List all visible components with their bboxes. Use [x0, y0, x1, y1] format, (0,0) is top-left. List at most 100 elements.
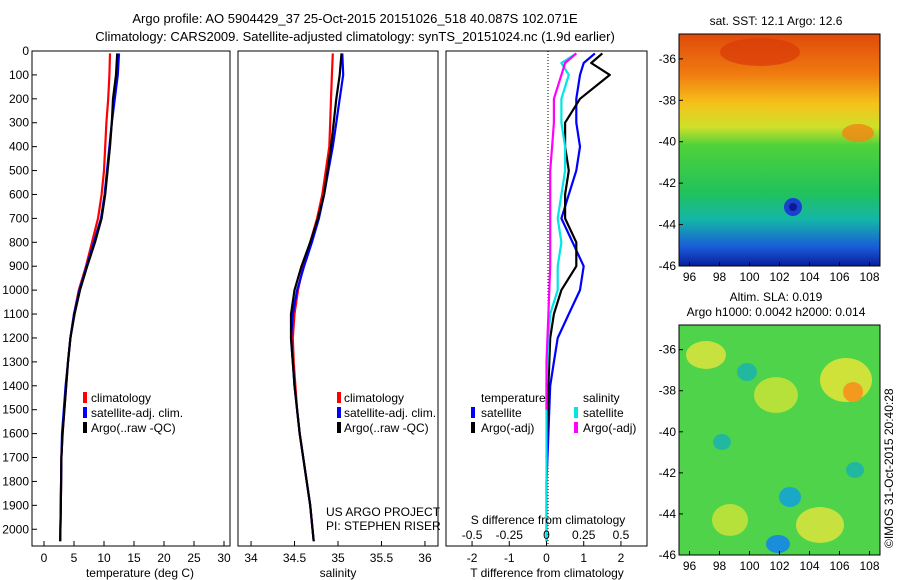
credit-project: US ARGO PROJECT — [326, 505, 441, 519]
y-tick-label: 1000 — [2, 283, 29, 297]
y-tick-label: 700 — [9, 211, 29, 225]
sst-warm-patch — [720, 38, 800, 66]
lon-tick-label: 100 — [739, 270, 759, 284]
sst-orange-patch — [842, 124, 874, 142]
lon-tick-label: 98 — [713, 270, 727, 284]
depth-y-ticks: 0 100 200 300 400 500 600 700 800 900 1000 1100 1200… — [2, 44, 37, 536]
difference-legend: temperature salinity satellite Argo(-adj… — [471, 391, 636, 435]
sst-map-title: sat. SST: 12.1 Argo: 12.6 — [710, 14, 843, 28]
legend-label-climatology: climatology — [91, 391, 151, 405]
x-tick-label: 34.5 — [283, 551, 307, 565]
y-tick-label: 0 — [22, 44, 29, 58]
legend-swatch-s-satellite — [574, 407, 578, 418]
sla-lat-ticks: -36 -38 -40 -42 -44 -46 — [659, 343, 683, 562]
x-tick-label: 35 — [331, 551, 345, 565]
salinity-x-label: salinity — [320, 566, 357, 580]
sst-field — [679, 34, 880, 266]
legend-label-satellite-adj: satellite-adj. clim. — [344, 406, 436, 420]
y-tick-label: 300 — [9, 116, 29, 130]
x-tick-label: 35.5 — [370, 551, 394, 565]
y-tick-label: 500 — [9, 164, 29, 178]
header-line-2: Climatology: CARS2009. Satellite-adjuste… — [95, 29, 615, 44]
s-tick-label: -0.5 — [462, 528, 483, 542]
lon-tick-label: 106 — [829, 270, 849, 284]
y-tick-label: 2000 — [2, 522, 29, 536]
temperature-x-label: temperature (deg C) — [86, 566, 194, 580]
x-tick-label: 0 — [543, 551, 550, 565]
sst-heatmap — [679, 34, 880, 266]
legend-label-argo: Argo(..raw -QC) — [91, 421, 176, 435]
lon-tick-label: 104 — [799, 559, 819, 573]
legend-label-satellite-adj: satellite-adj. clim. — [91, 406, 183, 420]
lat-tick-label: -36 — [659, 343, 677, 357]
sla-low-anomaly — [737, 363, 757, 381]
sla-low-anomaly — [713, 434, 731, 450]
sla-map-subtitle: Argo h1000: 0.0042 h2000: 0.014 — [687, 305, 866, 319]
y-tick-label: 1500 — [2, 403, 29, 417]
y-tick-label: 1300 — [2, 355, 29, 369]
lon-tick-label: 108 — [859, 270, 879, 284]
legend-swatch-argo — [337, 422, 341, 433]
legend-label-t-satellite: satellite — [481, 406, 522, 420]
sla-low-anomaly — [779, 487, 801, 507]
y-tick-label: 800 — [9, 235, 29, 249]
sst-cold-eddy-core — [789, 203, 797, 211]
sla-yellow-patch — [712, 504, 748, 536]
profile-series-line — [291, 53, 334, 542]
x-tick-label: 30 — [217, 551, 231, 565]
sla-yellow-patch — [754, 377, 798, 413]
temperature-x-ticks: 0 5 10 15 20 25 30 — [41, 541, 231, 565]
sla-low-anomaly — [846, 462, 864, 478]
y-tick-label: 1100 — [3, 307, 29, 321]
y-tick-label: 1700 — [2, 451, 29, 465]
legend-swatch-s-argo — [574, 422, 578, 433]
legend-title-temperature: temperature — [481, 391, 546, 405]
x-tick-label: 0 — [41, 551, 48, 565]
lat-tick-label: -40 — [659, 425, 677, 439]
lon-tick-label: 96 — [683, 559, 697, 573]
x-tick-label: 2 — [618, 551, 625, 565]
legend-swatch-argo — [83, 422, 87, 433]
lon-tick-label: 102 — [769, 270, 789, 284]
sla-heatmap — [679, 325, 880, 555]
s-tick-label: 0.5 — [613, 528, 630, 542]
y-tick-label: 1600 — [2, 427, 29, 441]
legend-swatch-satellite-adj — [83, 407, 87, 418]
s-difference-label: S difference from climatology — [471, 513, 626, 527]
sst-map-panel: sat. SST: 12.1 Argo: 12.6 96 98 100 102 104 1… — [659, 14, 881, 284]
imos-timestamp: ©IMOS 31-Oct-2015 20:40:28 — [882, 388, 896, 548]
sla-map-title: Altim. SLA: 0.019 — [730, 290, 823, 304]
lon-tick-label: 104 — [799, 270, 819, 284]
t-difference-x-ticks: -2 -1 0 1 2 — [467, 541, 625, 565]
x-tick-label: 15 — [127, 551, 141, 565]
y-tick-label: 600 — [9, 187, 29, 201]
y-tick-label: 900 — [9, 259, 29, 273]
sst-lat-ticks: -36 -38 -40 -42 -44 -46 — [659, 52, 683, 273]
credit-pi: PI: STEPHEN RISER — [326, 519, 441, 533]
lat-tick-label: -46 — [659, 259, 677, 273]
salinity-legend: climatology satellite-adj. clim. Argo(..… — [337, 391, 436, 435]
legend-swatch-climatology — [83, 392, 87, 403]
profile-series-line — [545, 52, 577, 542]
lat-tick-label: -36 — [659, 52, 677, 66]
s-tick-label: -0.25 — [496, 528, 524, 542]
s-tick-label: 0 — [543, 528, 550, 542]
legend-swatch-t-satellite — [471, 407, 475, 418]
sla-yellow-patch — [796, 507, 844, 543]
lon-tick-label: 96 — [683, 270, 697, 284]
legend-label-t-argo: Argo(-adj) — [481, 421, 534, 435]
lat-tick-label: -40 — [659, 135, 677, 149]
salinity-panel: 34 34.5 35 35.5 36 salinity climatology sate… — [237, 50, 441, 580]
y-tick-label: 1900 — [2, 498, 29, 512]
lon-tick-label: 106 — [829, 559, 849, 573]
lat-tick-label: -42 — [659, 466, 677, 480]
lat-tick-label: -44 — [659, 507, 677, 521]
salinity-x-ticks: 34 34.5 35 35.5 36 — [244, 541, 432, 565]
profile-series-line — [545, 52, 611, 458]
sst-lon-ticks: 96 98 100 102 104 106 108 — [683, 262, 880, 284]
x-tick-label: 10 — [97, 551, 111, 565]
y-tick-label: 200 — [9, 92, 29, 106]
legend-swatch-satellite-adj — [337, 407, 341, 418]
legend-title-salinity: salinity — [583, 391, 620, 405]
